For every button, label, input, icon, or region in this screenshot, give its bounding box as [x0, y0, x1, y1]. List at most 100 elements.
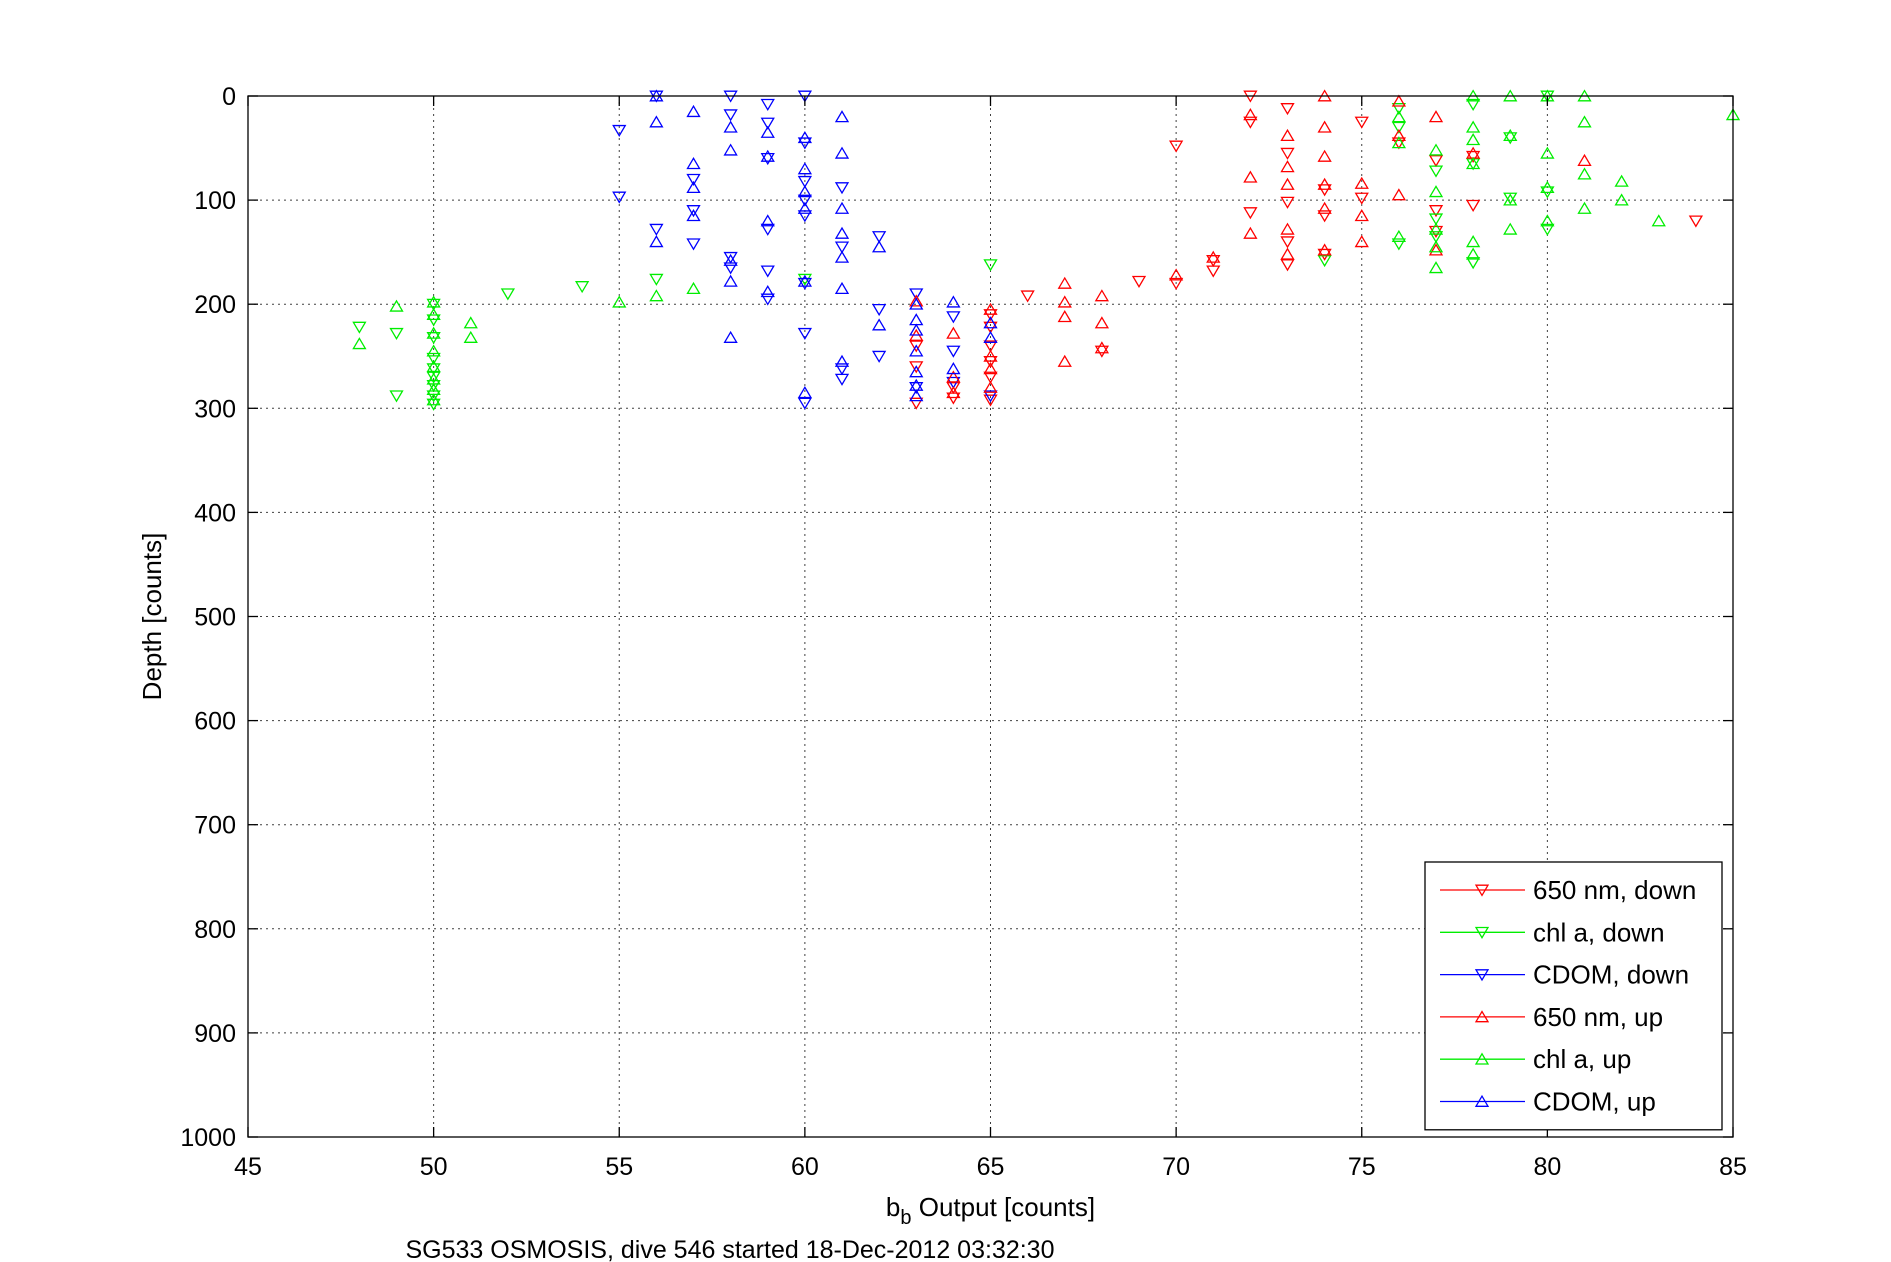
up-triangle-marker [797, 130, 813, 144]
up-triangle-marker [649, 289, 664, 302]
down-triangle-marker [426, 390, 441, 403]
up-triangle-marker [426, 359, 441, 373]
down-triangle-marker [1428, 165, 1444, 178]
down-triangle-marker [909, 397, 924, 410]
up-triangle-marker [983, 380, 998, 393]
down-triangle-marker [426, 314, 441, 327]
up-triangle-marker [946, 370, 961, 383]
down-triangle-marker [760, 293, 775, 306]
legend-item: chl a, up [1440, 1044, 1631, 1074]
legend-item: chl a, down [1440, 917, 1665, 947]
x-tick-label: 80 [1533, 1153, 1561, 1181]
down-triangle-marker [686, 173, 701, 186]
up-triangle-marker [983, 330, 998, 343]
down-triangle-marker [686, 238, 701, 251]
up-triangle-marker [909, 294, 924, 307]
down-triangle-marker [1280, 196, 1295, 209]
down-triangle-marker [946, 382, 961, 395]
down-triangle-marker [871, 350, 887, 363]
up-triangle-marker [1168, 268, 1184, 281]
down-triangle-marker [612, 124, 627, 138]
up-triangle-marker [1280, 128, 1295, 142]
down-triangle-marker [834, 241, 850, 254]
down-triangle-marker [1465, 199, 1481, 212]
up-triangle-marker [1614, 193, 1629, 206]
down-triangle-marker [1020, 290, 1035, 303]
down-triangle-marker [1131, 275, 1147, 288]
up-triangle-marker [946, 386, 961, 399]
down-triangle-marker [1280, 259, 1295, 272]
down-triangle-marker [760, 98, 775, 112]
down-triangle-marker [1688, 215, 1704, 228]
down-triangle-marker [1503, 192, 1518, 205]
y-tick-label: 300 [194, 395, 236, 423]
up-triangle-marker [871, 240, 887, 253]
legend-label: chl a, up [1533, 1044, 1631, 1074]
up-triangle-marker [909, 365, 924, 378]
up-triangle-marker [871, 318, 887, 331]
up-triangle-marker [426, 393, 441, 406]
up-triangle-marker [983, 316, 998, 329]
down-triangle-marker [1280, 236, 1295, 249]
down-triangle-marker [1317, 210, 1332, 223]
up-triangle-marker [1243, 226, 1258, 239]
y-tick-label: 1000 [180, 1124, 236, 1152]
down-triangle-marker [909, 340, 924, 353]
up-triangle-marker [797, 386, 813, 399]
up-triangle-marker [426, 344, 441, 357]
up-triangle-marker [1428, 110, 1444, 123]
legend: 650 nm, down chl a, down CDOM, down 650 nm,… [1424, 861, 1723, 1131]
down-triangle-marker [426, 379, 441, 393]
legend-marker [1474, 926, 1490, 939]
up-triangle-marker [1280, 247, 1295, 260]
down-triangle-marker [834, 373, 850, 386]
up-triangle-marker [1465, 120, 1481, 133]
up-triangle-marker [686, 180, 701, 194]
down-triangle-marker [983, 371, 998, 384]
up-triangle-marker [1354, 176, 1369, 189]
data-markers [352, 89, 1741, 411]
up-triangle-marker [1614, 174, 1629, 187]
up-triangle-marker [834, 146, 850, 159]
legend-item: CDOM, up [1440, 1087, 1656, 1117]
down-triangle-marker [909, 382, 924, 395]
up-triangle-marker [1428, 243, 1444, 256]
down-triangle-marker [760, 265, 775, 278]
down-triangle-marker [426, 371, 441, 384]
down-triangle-marker [1354, 116, 1369, 129]
up-triangle-marker [463, 330, 478, 343]
x-axis-label-subscript: b [900, 1207, 911, 1229]
up-triangle-marker [1391, 188, 1407, 201]
up-triangle-marker [1428, 222, 1444, 235]
series-4 [352, 89, 1741, 406]
down-triangle-marker [723, 109, 738, 122]
down-triangle-marker [1428, 213, 1444, 226]
up-triangle-marker [1057, 354, 1072, 367]
y-tick-label: 200 [194, 291, 236, 319]
down-triangle-marker [1168, 140, 1184, 153]
up-triangle-marker [389, 299, 404, 312]
axis-ticks: 45 50 55 60 65 70 75 80 85 0 100 200 300 400 500 600 700… [180, 83, 1747, 1181]
y-tick-label: 0 [222, 83, 236, 111]
up-triangle-marker [1540, 146, 1555, 159]
down-triangle-marker [797, 175, 813, 189]
y-tick-label: 900 [194, 1020, 236, 1048]
x-tick-label: 55 [605, 1153, 633, 1181]
down-triangle-marker [426, 352, 441, 366]
x-axis-label-rest: Output [counts] [912, 1192, 1096, 1222]
up-triangle-marker [1391, 110, 1407, 123]
up-triangle-marker [1094, 289, 1110, 302]
up-triangle-marker [909, 344, 924, 357]
down-triangle-marker [1317, 184, 1332, 197]
up-triangle-marker [983, 349, 998, 362]
up-triangle-marker [1391, 136, 1407, 149]
up-triangle-marker [1540, 214, 1555, 227]
down-triangle-marker [909, 288, 924, 301]
up-triangle-marker [686, 209, 701, 222]
down-triangle-marker [352, 321, 367, 334]
down-triangle-marker [686, 205, 701, 218]
up-triangle-marker [1243, 108, 1258, 121]
up-triangle-marker [797, 162, 813, 175]
y-tick-label: 500 [194, 604, 236, 632]
